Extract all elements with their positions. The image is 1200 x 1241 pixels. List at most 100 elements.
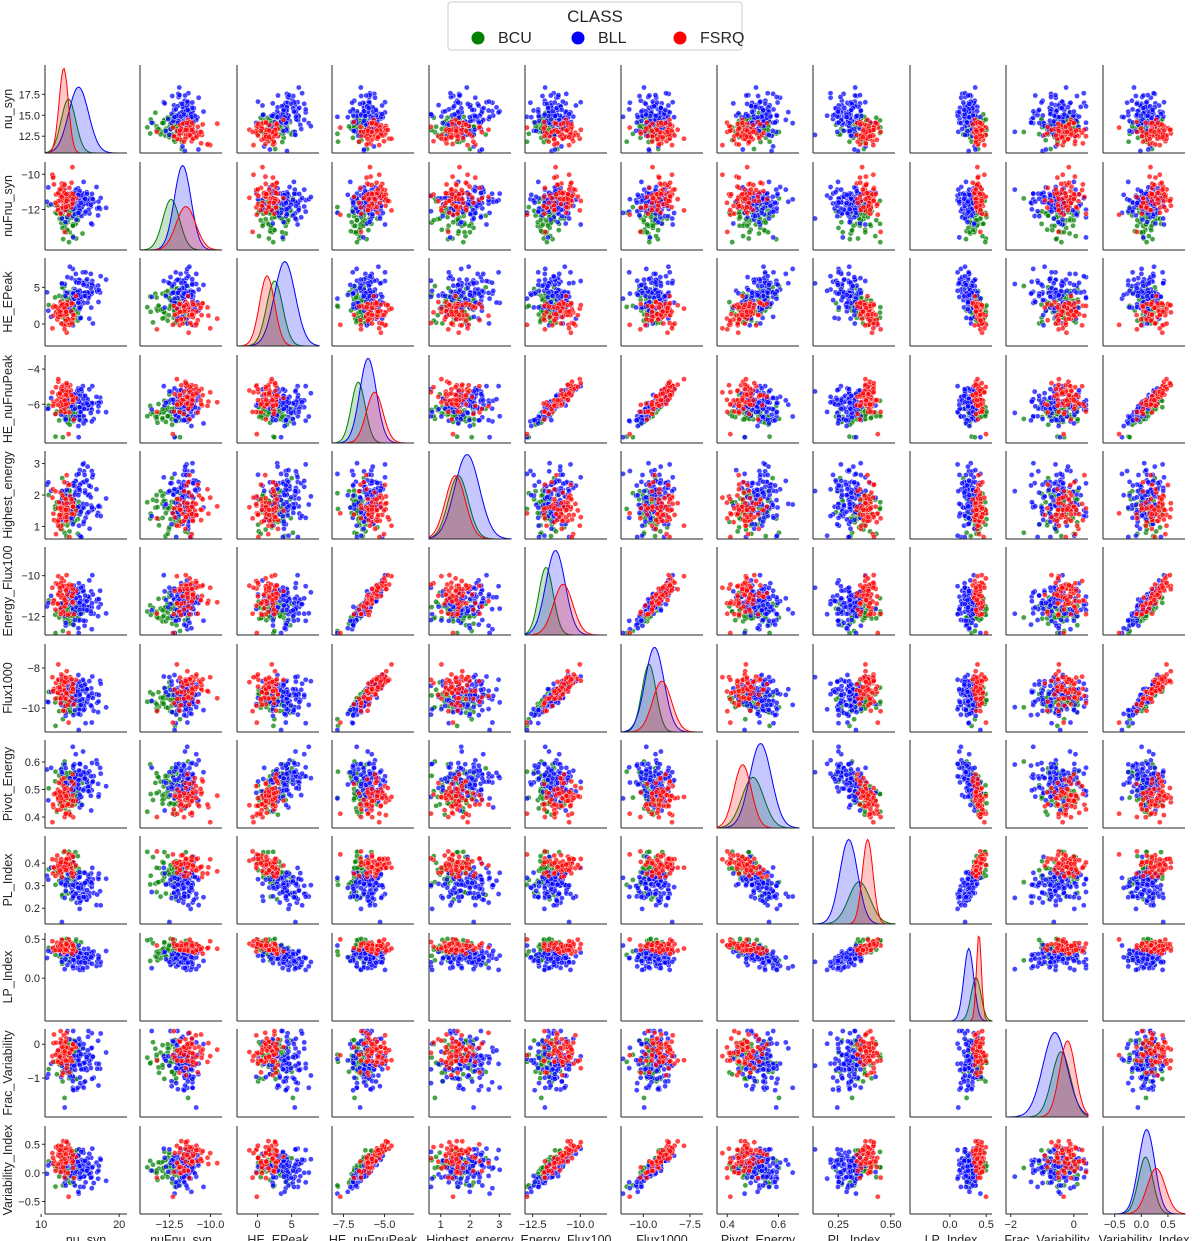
point-bll	[283, 206, 290, 213]
point-bll	[766, 132, 772, 138]
point-fsrq	[545, 199, 552, 206]
point-fsrq	[263, 120, 269, 126]
point-bcu	[982, 239, 989, 245]
point-fsrq	[1080, 140, 1086, 147]
point-fsrq	[978, 198, 985, 204]
point-fsrq	[540, 203, 547, 209]
point-fsrq	[57, 210, 64, 217]
point-fsrq	[443, 140, 450, 147]
point-fsrq	[668, 204, 675, 210]
point-fsrq	[551, 136, 558, 142]
point-bll	[745, 113, 751, 119]
point-fsrq	[975, 174, 981, 181]
point-bll	[439, 120, 446, 126]
point-bcu	[1049, 227, 1056, 233]
point-fsrq	[750, 129, 757, 135]
point-bll	[161, 100, 168, 107]
point-bcu	[353, 229, 360, 235]
point-fsrq	[751, 198, 758, 204]
point-fsrq	[1159, 186, 1166, 193]
point-bll	[626, 106, 633, 113]
point-bll	[291, 179, 297, 185]
point-fsrq	[466, 183, 473, 190]
point-fsrq	[757, 179, 764, 186]
point-bll	[535, 179, 542, 185]
point-fsrq	[969, 179, 976, 186]
point-bll	[90, 196, 96, 202]
point-fsrq	[249, 129, 256, 135]
point-fsrq	[448, 186, 455, 193]
point-bll	[1065, 104, 1071, 111]
point-bll	[854, 188, 860, 194]
point-fsrq	[724, 229, 731, 235]
point-bcu	[766, 138, 773, 145]
point-bll	[834, 128, 841, 135]
point-bcu	[1072, 233, 1079, 239]
point-bll	[301, 186, 308, 193]
legend-label-fsrq: FSRQ	[700, 30, 744, 47]
point-bll	[493, 198, 500, 205]
point-fsrq	[263, 191, 269, 197]
point-bll	[835, 208, 842, 215]
point-bll	[766, 179, 772, 185]
point-bll	[458, 219, 465, 225]
panel-nu_syn-vs-HE_nuFnuPeak	[331, 65, 414, 154]
point-fsrq	[748, 134, 754, 141]
point-bll	[1012, 128, 1018, 135]
point-fsrq	[154, 129, 160, 135]
point-fsrq	[1072, 138, 1078, 144]
point-fsrq	[63, 204, 69, 210]
point-fsrq	[198, 140, 204, 147]
panel-nuFnu_syn-vs-Frac_Variability	[1005, 162, 1089, 251]
point-bll	[1052, 92, 1059, 98]
point-bll	[344, 114, 351, 120]
point-fsrq	[50, 174, 56, 181]
point-fsrq	[1076, 191, 1082, 198]
point-bll	[298, 126, 305, 132]
point-fsrq	[578, 127, 584, 133]
point-fsrq	[551, 174, 558, 181]
point-bcu	[1061, 229, 1067, 235]
point-bll	[785, 198, 792, 205]
point-bcu	[644, 229, 650, 235]
point-bll	[566, 215, 572, 222]
point-bll	[1059, 105, 1065, 111]
point-fsrq	[568, 121, 575, 128]
point-bcu	[467, 229, 473, 235]
point-bll	[456, 92, 463, 99]
point-bll	[96, 204, 102, 211]
point-bcu	[455, 228, 462, 234]
point-bll	[82, 208, 89, 215]
point-fsrq	[1133, 119, 1140, 125]
point-fsrq	[430, 138, 437, 144]
point-bll	[857, 220, 863, 227]
point-bll	[1133, 93, 1139, 99]
point-bll	[551, 99, 558, 106]
point-bcu	[335, 138, 341, 145]
point-fsrq	[250, 171, 257, 178]
point-bcu	[147, 130, 153, 137]
point-bcu	[433, 123, 439, 130]
point-bcu	[736, 222, 743, 229]
point-fsrq	[860, 204, 867, 210]
point-fsrq	[358, 229, 364, 235]
point-bll	[366, 219, 373, 225]
point-bll	[545, 234, 551, 241]
point-bcu	[354, 239, 360, 245]
point-bll	[635, 114, 641, 120]
legend-marker-fsrq	[673, 31, 687, 45]
point-fsrq	[719, 171, 726, 178]
point-bll	[835, 199, 842, 206]
point-fsrq	[479, 129, 485, 135]
point-fsrq	[760, 129, 767, 136]
point-fsrq	[1140, 138, 1146, 145]
point-fsrq	[867, 133, 874, 139]
point-fsrq	[727, 207, 734, 213]
point-bll	[349, 208, 356, 215]
point-bll	[299, 90, 305, 96]
point-bll	[301, 203, 308, 210]
point-bll	[769, 127, 776, 134]
point-fsrq	[764, 196, 770, 203]
point-bcu	[873, 114, 880, 121]
point-fsrq	[656, 141, 663, 148]
